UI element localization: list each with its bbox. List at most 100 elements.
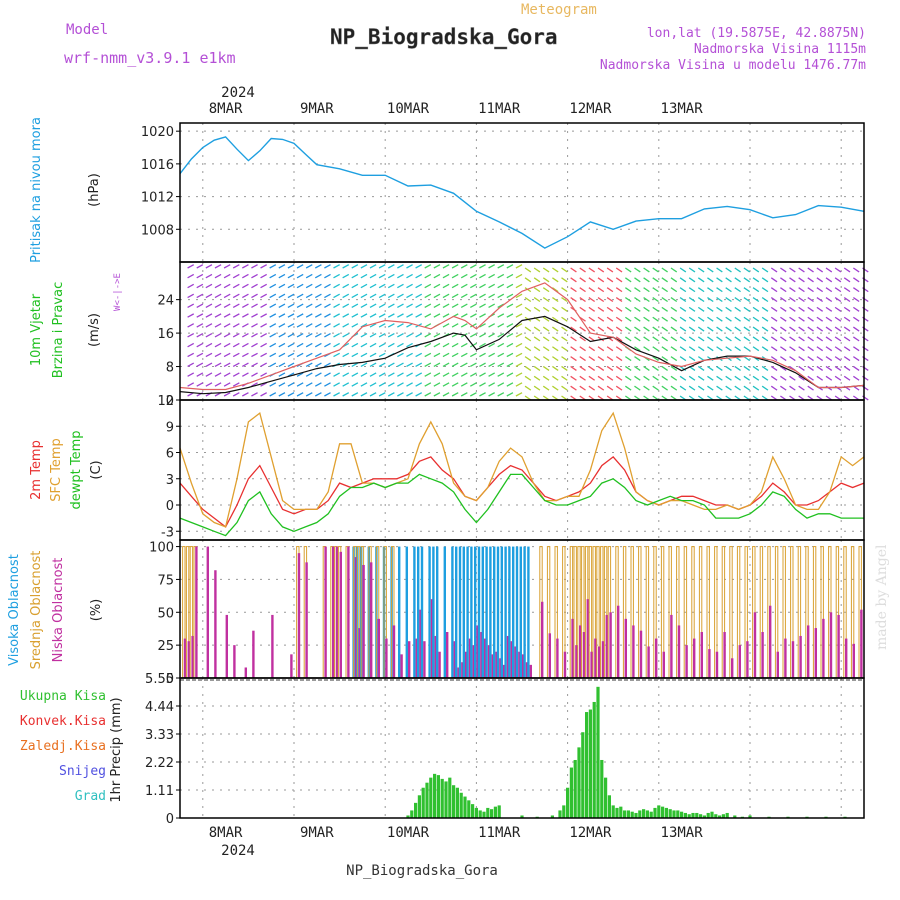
wind-arrow [269, 264, 277, 269]
wind-arrow [697, 326, 705, 332]
wind-arrow [807, 297, 814, 303]
wind-arrow [552, 316, 559, 322]
wind-arrow [269, 392, 277, 397]
y-tick-label: 6 [166, 447, 174, 462]
wind-arrow [497, 303, 505, 308]
cloud-low-bar [563, 651, 567, 678]
precip-bar [414, 802, 418, 818]
wind-arrow [816, 287, 824, 293]
wind-arrow [606, 385, 614, 391]
cloud-low-bar [837, 614, 840, 678]
wind-arrow [561, 346, 568, 352]
wind-arrow [825, 306, 833, 312]
wind-arrow [852, 306, 860, 312]
cloud-low-bar [354, 557, 358, 678]
cloud-ylabel-high: Visoka Oblacnost [7, 554, 22, 666]
wind-arrow [670, 356, 678, 362]
wind-arrow [187, 273, 195, 279]
precip-bar [706, 812, 710, 818]
wind-arrow [524, 306, 532, 312]
wind-arrow [506, 313, 514, 318]
wind-arrow [725, 326, 732, 332]
wind-arrow [223, 382, 231, 387]
cloud-low-bar [468, 638, 472, 678]
wind-arrow [552, 267, 559, 273]
wind-arrow [287, 382, 295, 387]
cloud-low-bar [271, 614, 274, 678]
wind-arrow [360, 372, 368, 377]
wind-arrow [287, 273, 295, 279]
precip-bar [676, 810, 680, 818]
wind-arrow [515, 273, 523, 279]
wind-arrow [816, 267, 824, 273]
wind-arrow [533, 277, 541, 283]
temp-unit: (C) [89, 460, 104, 479]
bottom-day-label: 13MAR [661, 825, 704, 841]
wind-arrow [242, 273, 249, 279]
wind-arrow [360, 283, 368, 289]
y-tick-label: 2.22 [145, 756, 174, 771]
wind-arrow [196, 323, 204, 328]
wind-arrow [506, 323, 514, 328]
cloud-high-bar [496, 546, 500, 678]
precip-bar [577, 747, 581, 818]
wind-arrow [314, 332, 322, 338]
wind-arrow [816, 306, 824, 312]
precip-bar [683, 812, 687, 818]
wind-arrow [743, 277, 751, 283]
wind-arrow [351, 264, 359, 269]
wind-arrow [634, 375, 641, 381]
wind-arrow [360, 313, 368, 318]
wind-arrow [397, 273, 404, 279]
cloud-high-bar [432, 546, 435, 678]
wind-arrow [533, 326, 541, 332]
page-title: NP_Biogradska_Gora [330, 25, 558, 49]
wind-arrow [852, 287, 860, 293]
wind-arrow [524, 277, 532, 283]
wind-arrow [442, 382, 450, 387]
cloud-low-bar [662, 651, 665, 678]
bottom-day-label: 11MAR [478, 825, 521, 841]
cloud-low-bar [510, 641, 513, 678]
wind-arrow [442, 352, 450, 358]
wind-arrow [798, 326, 805, 332]
wind-arrow [269, 382, 277, 387]
precip-bar [520, 815, 524, 818]
wind-arrow [624, 385, 632, 391]
wind-arrow [570, 316, 577, 322]
wind-arrow [725, 316, 732, 322]
precip-ylabel: 1hr Precip (mm) [109, 697, 124, 802]
wind-arrow [260, 372, 268, 377]
wind-arrow [725, 267, 732, 273]
wind-arrow [506, 332, 514, 338]
wind-arrow [852, 356, 860, 362]
wind-arrow [816, 336, 824, 342]
wind-arrow [524, 375, 532, 381]
precip-bar [569, 767, 573, 818]
wind-arrow [397, 303, 404, 308]
wind-arrow [834, 316, 842, 322]
cloud-high-bar [527, 546, 530, 678]
cloud-low-bar [195, 546, 198, 678]
wind-arrow [688, 385, 696, 391]
wind-arrow [305, 372, 313, 377]
wind-arrow [433, 362, 441, 368]
wind-arrow [734, 277, 741, 283]
wind-arrow [634, 326, 641, 332]
wind-arrow [415, 283, 423, 289]
wind-arrow [470, 264, 477, 269]
cloud-low-bar [377, 618, 380, 678]
wind-arrow [378, 382, 386, 387]
precip-bar [550, 815, 554, 818]
wind-arrow [652, 356, 659, 362]
svg-text:W<-|->E: W<-|->E [113, 273, 123, 311]
wind-arrow [187, 342, 195, 348]
wind-arrow [533, 375, 541, 381]
precip-bar [436, 775, 440, 818]
wind-arrow [834, 336, 842, 342]
cloud-low-bar [214, 570, 217, 678]
cloud-low-bar [362, 564, 365, 678]
precip-bar [459, 792, 463, 818]
wind-arrow [479, 264, 486, 269]
wind-arrow [351, 392, 359, 397]
